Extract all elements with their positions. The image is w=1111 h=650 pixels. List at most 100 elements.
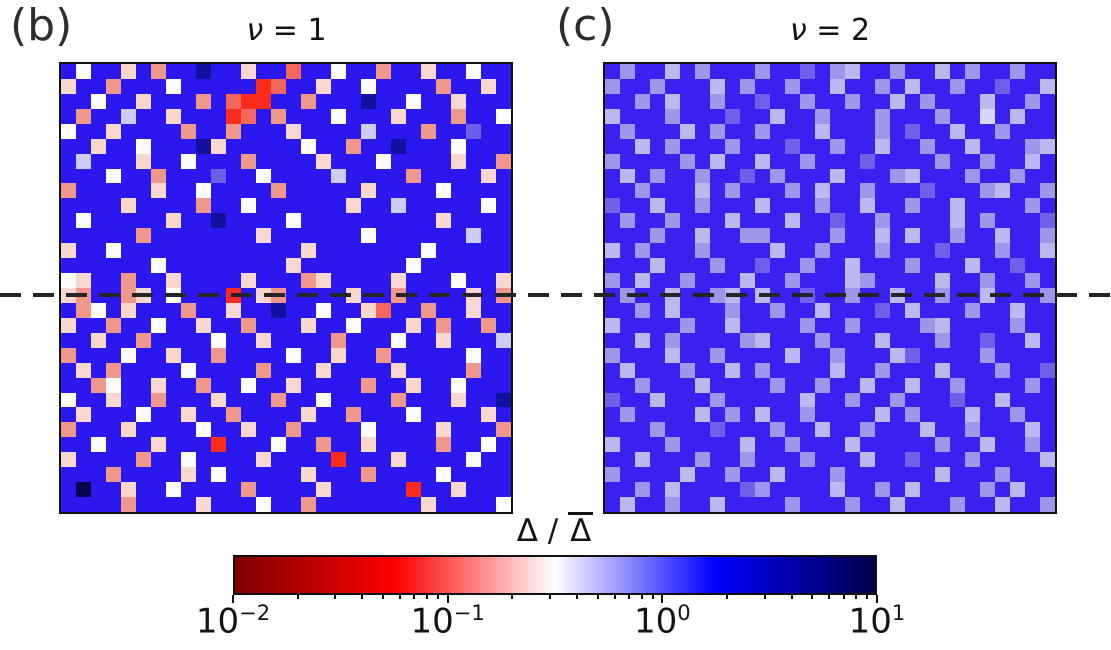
heatmap-cell [635,258,650,274]
heatmap-cell [845,108,860,124]
heatmap-cell [331,123,346,139]
heatmap-cell [181,138,196,154]
heatmap-cell [421,243,436,259]
heatmap-cell [605,482,620,498]
heatmap-cell [890,153,905,169]
heatmap-cell [725,258,740,274]
heatmap-cell [481,452,496,468]
heatmap-cell [226,452,241,468]
heatmap-cell [770,213,785,229]
heatmap-cell [91,497,106,512]
heatmap-cell [965,332,980,348]
heatmap-cell [121,123,136,139]
heatmap-cell [91,243,106,259]
heatmap-cell [980,362,995,378]
nu-symbol: ν [246,13,264,48]
heatmap-cell [286,317,301,333]
heatmap-cell [920,497,935,512]
heatmap-cell [995,497,1010,512]
heatmap-cell [196,377,211,393]
heatmap-cell [710,138,725,154]
heatmap-cell [1040,93,1055,109]
heatmap-cell [605,123,620,139]
heatmap-cell [346,482,361,498]
heatmap-cell [995,183,1010,199]
heatmap-cell [875,467,890,483]
heatmap-cell [496,362,511,378]
heatmap-cell [361,123,376,139]
heatmap-cell [481,138,496,154]
heatmap-cell [770,407,785,423]
heatmap-cell [755,437,770,453]
heatmap-cell [331,168,346,184]
heatmap-cell [995,407,1010,423]
heatmap-cell [935,138,950,154]
heatmap-cell [466,302,481,318]
heatmap-cell [166,123,181,139]
heatmap-cell [361,183,376,199]
heatmap-cell [196,437,211,453]
heatmap-cell [1025,362,1040,378]
heatmap-cell [965,407,980,423]
heatmap-cell [466,138,481,154]
heatmap-cell [286,78,301,94]
colorbar-minor-tick [651,595,654,599]
heatmap-cell [451,467,466,483]
heatmap-cell [466,452,481,468]
heatmap-cell [61,437,76,453]
heatmap-cell [466,347,481,363]
heatmap-cell [875,452,890,468]
heatmap-cell [301,347,316,363]
heatmap-cell [151,422,166,438]
heatmap-cell [136,213,151,229]
heatmap-cell [121,332,136,348]
heatmap-cell [695,482,710,498]
heatmap-cell [271,213,286,229]
heatmap-cell [211,482,226,498]
heatmap-cell [406,467,421,483]
heatmap-cell [436,168,451,184]
heatmap-cell [770,422,785,438]
heatmap-cell [710,93,725,109]
heatmap-cell [695,302,710,318]
heatmap-cell [466,482,481,498]
heatmap-cell [650,302,665,318]
heatmap-cell [965,377,980,393]
heatmap-cell [665,362,680,378]
heatmap-cell [725,377,740,393]
heatmap-cell [406,228,421,244]
heatmap-cell [136,422,151,438]
heatmap-cell [271,347,286,363]
heatmap-cell [650,198,665,214]
heatmap-cell [710,198,725,214]
heatmap-cell [950,123,965,139]
heatmap-cell [815,302,830,318]
heatmap-cell [316,362,331,378]
heatmap-cell [605,497,620,512]
heatmap-cell [905,392,920,408]
heatmap-cell [695,332,710,348]
heatmap-cell [466,213,481,229]
heatmap-cell [665,168,680,184]
heatmap-cell [800,138,815,154]
heatmap-cell [271,198,286,214]
heatmap-cell [481,243,496,259]
heatmap-cell [935,228,950,244]
heatmap-cell [136,198,151,214]
heatmap-cell [710,302,725,318]
heatmap-cell [421,273,436,288]
heatmap-cell [346,153,361,169]
heatmap-cell [845,317,860,333]
heatmap-cell [980,317,995,333]
heatmap-cell [665,467,680,483]
heatmap-cell [106,153,121,169]
heatmap-cell [421,302,436,318]
heatmap-cell [860,452,875,468]
heatmap-cell [1025,138,1040,154]
heatmap-cell [710,452,725,468]
heatmap-cell [61,228,76,244]
heatmap-cell [196,64,211,79]
heatmap-cell [301,258,316,274]
heatmap-cell [286,213,301,229]
heatmap-cell [496,407,511,423]
